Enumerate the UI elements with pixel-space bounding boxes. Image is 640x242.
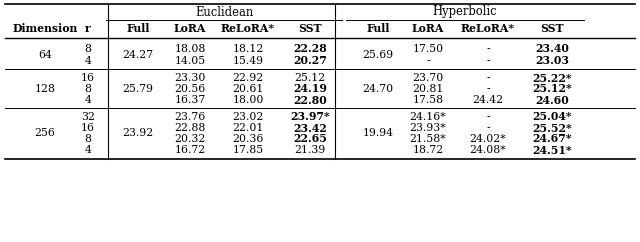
Text: 24.70: 24.70 <box>362 84 394 94</box>
Text: 23.42: 23.42 <box>293 122 327 134</box>
Text: r: r <box>85 23 91 35</box>
Text: 18.08: 18.08 <box>174 44 205 54</box>
Text: Full: Full <box>366 23 390 35</box>
Text: -: - <box>486 44 490 54</box>
Text: 256: 256 <box>35 129 56 138</box>
Text: 24.08*: 24.08* <box>470 145 506 155</box>
Text: 25.22*: 25.22* <box>532 73 572 83</box>
Text: 20.56: 20.56 <box>174 84 205 94</box>
Text: 21.58*: 21.58* <box>410 134 446 144</box>
Text: 32: 32 <box>81 112 95 122</box>
Text: 23.02: 23.02 <box>232 112 264 122</box>
Text: 20.27: 20.27 <box>293 55 327 67</box>
Text: 24.67*: 24.67* <box>532 134 572 144</box>
Text: 25.69: 25.69 <box>362 50 394 60</box>
Text: SST: SST <box>540 23 564 35</box>
Text: 25.12: 25.12 <box>294 73 326 83</box>
Text: 23.92: 23.92 <box>122 129 154 138</box>
Text: 23.03: 23.03 <box>535 55 569 67</box>
Text: ReLoRA*: ReLoRA* <box>461 23 515 35</box>
Text: 24.16*: 24.16* <box>410 112 446 122</box>
Text: 25.79: 25.79 <box>122 84 154 94</box>
Text: 22.88: 22.88 <box>174 123 205 133</box>
Text: LoRA: LoRA <box>412 23 444 35</box>
Text: 64: 64 <box>38 50 52 60</box>
Text: 16: 16 <box>81 73 95 83</box>
Text: 18.00: 18.00 <box>232 95 264 105</box>
Text: 20.61: 20.61 <box>232 84 264 94</box>
Text: 4: 4 <box>84 145 92 155</box>
Text: 8: 8 <box>84 44 92 54</box>
Text: 17.50: 17.50 <box>412 44 444 54</box>
Text: 16.37: 16.37 <box>174 95 205 105</box>
Text: -: - <box>486 112 490 122</box>
Text: SST: SST <box>298 23 322 35</box>
Text: -: - <box>486 84 490 94</box>
Text: 8: 8 <box>84 84 92 94</box>
Text: 4: 4 <box>84 56 92 66</box>
Text: 23.97*: 23.97* <box>290 112 330 122</box>
Text: 25.04*: 25.04* <box>532 112 572 122</box>
Text: 23.40: 23.40 <box>535 44 569 54</box>
Text: 25.12*: 25.12* <box>532 83 572 94</box>
Text: 4: 4 <box>84 95 92 105</box>
Text: 24.19: 24.19 <box>293 83 327 94</box>
Text: 24.60: 24.60 <box>535 94 569 106</box>
Text: 22.92: 22.92 <box>232 73 264 83</box>
Text: 23.70: 23.70 <box>412 73 444 83</box>
Text: 20.81: 20.81 <box>412 84 444 94</box>
Text: 22.28: 22.28 <box>293 44 327 54</box>
Text: 24.02*: 24.02* <box>470 134 506 144</box>
Text: 17.58: 17.58 <box>412 95 444 105</box>
Text: 25.52*: 25.52* <box>532 122 572 134</box>
Text: 20.36: 20.36 <box>232 134 264 144</box>
Text: 20.32: 20.32 <box>174 134 205 144</box>
Text: 24.51*: 24.51* <box>532 144 572 156</box>
Text: 17.85: 17.85 <box>232 145 264 155</box>
Text: 22.01: 22.01 <box>232 123 264 133</box>
Text: Full: Full <box>126 23 150 35</box>
Text: LoRA: LoRA <box>174 23 206 35</box>
Text: ReLoRA*: ReLoRA* <box>221 23 275 35</box>
Text: 15.49: 15.49 <box>232 56 264 66</box>
Text: 8: 8 <box>84 134 92 144</box>
Text: 24.27: 24.27 <box>122 50 154 60</box>
Text: 21.39: 21.39 <box>294 145 326 155</box>
Text: -: - <box>486 73 490 83</box>
Text: -: - <box>426 56 430 66</box>
Text: 22.80: 22.80 <box>293 94 327 106</box>
Text: 23.76: 23.76 <box>174 112 205 122</box>
Text: 22.65: 22.65 <box>293 134 327 144</box>
Text: Hyperbolic: Hyperbolic <box>433 6 497 18</box>
Text: 19.94: 19.94 <box>362 129 394 138</box>
Text: 24.42: 24.42 <box>472 95 504 105</box>
Text: 16: 16 <box>81 123 95 133</box>
Text: 16.72: 16.72 <box>174 145 205 155</box>
Text: 18.72: 18.72 <box>412 145 444 155</box>
Text: 23.93*: 23.93* <box>410 123 446 133</box>
Text: -: - <box>486 56 490 66</box>
Text: -: - <box>486 123 490 133</box>
Text: Euclidean: Euclidean <box>195 6 253 18</box>
Text: 23.30: 23.30 <box>174 73 205 83</box>
Text: Dimension: Dimension <box>12 23 77 35</box>
Text: 14.05: 14.05 <box>175 56 205 66</box>
Text: 18.12: 18.12 <box>232 44 264 54</box>
Text: 128: 128 <box>35 84 56 94</box>
